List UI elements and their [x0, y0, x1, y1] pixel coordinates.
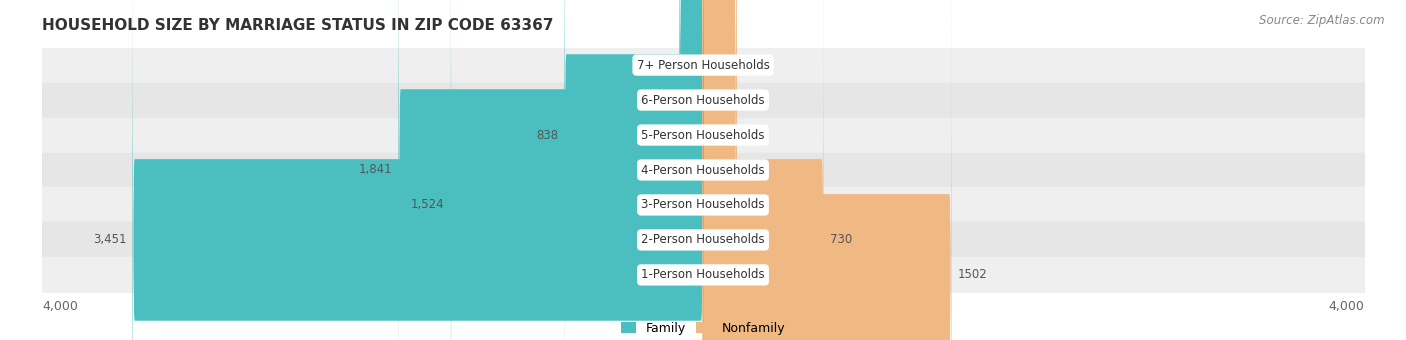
Text: 730: 730	[830, 234, 852, 246]
Text: 0: 0	[742, 58, 749, 72]
Text: 5-Person Households: 5-Person Households	[641, 129, 765, 141]
Text: 4,000: 4,000	[42, 300, 79, 313]
FancyBboxPatch shape	[703, 0, 737, 340]
Text: 28: 28	[742, 199, 758, 211]
FancyBboxPatch shape	[451, 0, 703, 340]
FancyBboxPatch shape	[679, 0, 703, 340]
Text: 0: 0	[742, 164, 749, 176]
FancyBboxPatch shape	[703, 0, 737, 340]
Text: 2-Person Households: 2-Person Households	[641, 234, 765, 246]
FancyBboxPatch shape	[132, 0, 703, 340]
FancyBboxPatch shape	[564, 0, 703, 340]
Text: 6-Person Households: 6-Person Households	[641, 94, 765, 106]
Text: 1502: 1502	[957, 268, 987, 282]
Text: 122: 122	[654, 94, 676, 106]
Text: 4-Person Households: 4-Person Households	[641, 164, 765, 176]
Text: 0: 0	[742, 129, 749, 141]
Text: 4,000: 4,000	[1327, 300, 1364, 313]
Text: 3-Person Households: 3-Person Households	[641, 199, 765, 211]
Text: Source: ZipAtlas.com: Source: ZipAtlas.com	[1260, 14, 1385, 27]
FancyBboxPatch shape	[703, 0, 952, 340]
Text: 7+ Person Households: 7+ Person Households	[637, 58, 769, 72]
FancyBboxPatch shape	[703, 0, 824, 340]
Text: 1,524: 1,524	[411, 199, 444, 211]
Text: 3,451: 3,451	[93, 234, 127, 246]
Text: HOUSEHOLD SIZE BY MARRIAGE STATUS IN ZIP CODE 63367: HOUSEHOLD SIZE BY MARRIAGE STATUS IN ZIP…	[42, 18, 554, 33]
FancyBboxPatch shape	[682, 0, 703, 340]
Text: 838: 838	[536, 129, 558, 141]
Text: 1,841: 1,841	[359, 164, 392, 176]
FancyBboxPatch shape	[703, 0, 737, 340]
FancyBboxPatch shape	[703, 0, 737, 340]
Text: 0: 0	[742, 94, 749, 106]
FancyBboxPatch shape	[398, 0, 703, 340]
Legend: Family, Nonfamily: Family, Nonfamily	[616, 317, 790, 340]
Text: 141: 141	[651, 58, 673, 72]
Text: 1-Person Households: 1-Person Households	[641, 268, 765, 282]
FancyBboxPatch shape	[703, 0, 737, 340]
